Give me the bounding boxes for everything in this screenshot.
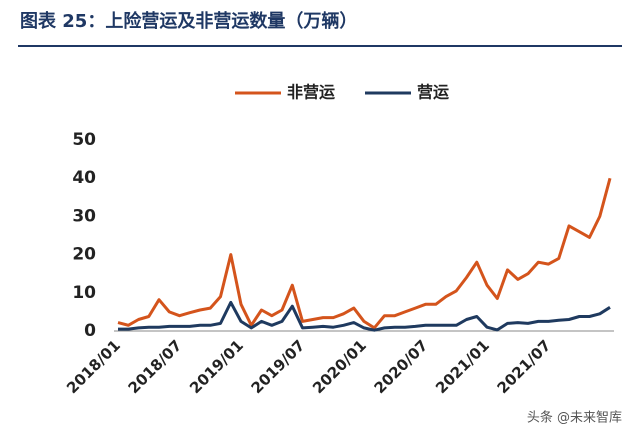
y-tick-label: 0	[84, 321, 96, 341]
y-tick-label: 10	[72, 283, 96, 303]
watermark: 头条 @未来智库	[527, 410, 622, 426]
x-tick-label: 2020/07	[371, 336, 432, 397]
chart-title: 图表 25：上险营运及非营运数量（万辆）	[20, 10, 357, 32]
x-tick-label: 2021/07	[494, 336, 555, 397]
x-tick-label: 2018/01	[63, 336, 124, 397]
x-tick-label: 2019/01	[186, 336, 247, 397]
legend-label: 营运	[417, 83, 449, 102]
x-tick-label: 2019/07	[248, 336, 309, 397]
y-tick-label: 40	[72, 168, 96, 188]
y-tick-label: 30	[72, 206, 96, 226]
line-series	[117, 177, 612, 330]
x-tick-label: 2020/01	[309, 336, 370, 397]
y-tick-label: 20	[72, 245, 96, 265]
x-tick-label: 2018/07	[125, 336, 186, 397]
y-tick-label: 50	[72, 130, 96, 150]
legend-label: 非营运	[287, 83, 335, 102]
line-series	[118, 300, 611, 332]
x-tick-label: 2021/01	[432, 336, 493, 397]
